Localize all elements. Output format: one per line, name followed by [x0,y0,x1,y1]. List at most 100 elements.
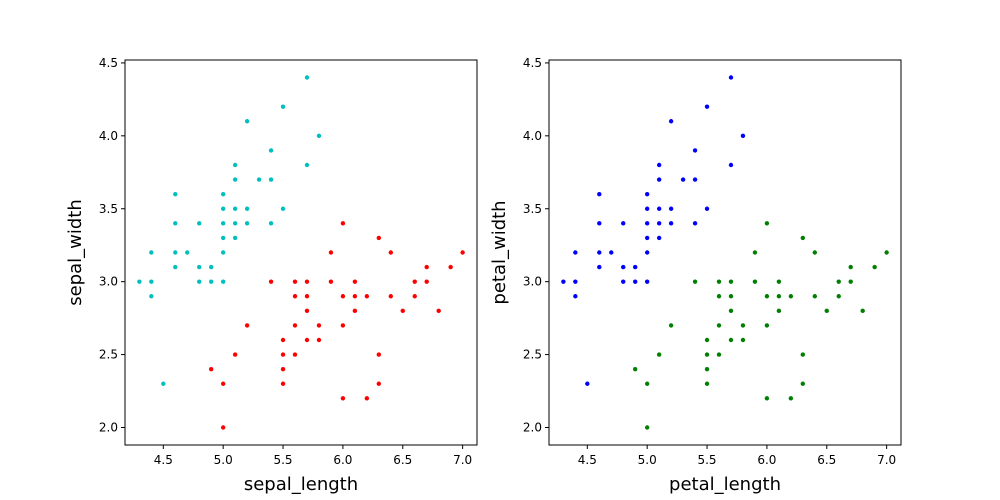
scatter-point [352,308,358,314]
scatter-point [740,133,746,139]
y-tick-label: 4.5 [99,56,118,70]
scatter-point [740,337,746,343]
scatter-point [149,250,154,255]
scatter-point [185,250,190,255]
scatter-point [704,104,710,109]
scatter-point [656,177,662,182]
scatter-point [656,206,662,211]
scatter-point [788,396,794,401]
x-tick-label: 6.5 [393,453,412,467]
scatter-point [400,308,405,314]
scatter-point [328,250,334,255]
scatter-point [232,206,238,211]
scatter-point [280,337,286,343]
scatter-point [860,308,865,314]
x-tick-label: 7.0 [877,453,896,467]
scatter-point [585,381,590,386]
scatter-point [197,279,202,284]
scatter-point [460,250,465,255]
scatter-point [728,294,734,299]
scatter-point [716,323,722,328]
x-tick-label: 5.5 [697,453,716,467]
scatter-point [328,279,334,284]
scatter-point [304,162,310,168]
scatter-point [704,206,710,211]
scatter-point [728,162,734,168]
x-axis-label: petal_length [669,474,781,495]
scatter-point [621,221,626,226]
scatter-point [692,221,698,226]
y-tick-label: 2.5 [523,348,542,362]
y-tick-label: 2.5 [99,348,118,362]
x-tick-label: 5.5 [273,453,292,467]
x-tick-label: 7.0 [453,453,472,467]
scatter-point [280,352,286,357]
scatter-point [656,162,662,168]
scatter-point [800,352,806,357]
scatter-point [609,250,614,255]
scatter-point [161,381,166,386]
scatter-point [292,323,298,328]
scatter-point [268,177,274,182]
scatter-point [376,352,382,357]
scatter-point [692,148,698,153]
scatter-point [597,191,602,197]
scatter-point [764,294,770,299]
scatter-point [597,264,602,270]
scatter-point [644,250,650,255]
x-tick-label: 6.0 [757,453,776,467]
scatter-point [412,279,417,284]
x-tick-label: 4.5 [154,453,173,467]
scatter-point [209,366,214,372]
scatter-point [304,294,310,299]
scatter-point [656,352,662,357]
y-tick-label: 3.5 [99,202,118,216]
scatter-point [340,294,346,299]
scatter-point [728,75,734,80]
scatter-point [644,425,650,430]
x-tick-label: 5.0 [214,453,233,467]
y-tick-label: 3.0 [523,275,542,289]
y-tick-label: 3.5 [523,202,542,216]
scatter-point [424,264,429,270]
scatter-point [304,308,310,314]
scatter-point [668,119,674,124]
scatter-point [292,352,298,357]
scatter-point [197,221,202,226]
scatter-point [304,75,310,80]
scatter-point [597,250,602,255]
scatter-point [220,279,226,284]
scatter-point [352,279,358,284]
x-axis-label: sepal_length [244,474,358,495]
scatter-point [704,352,710,357]
scatter-point [220,206,226,211]
scatter-point [256,177,262,182]
scatter-point [316,337,322,343]
scatter-point [740,323,746,328]
scatter-point [448,264,453,270]
scatter-point [149,279,154,284]
scatter-point [340,221,346,226]
scatter-point [209,279,214,284]
scatter-point [149,294,154,299]
scatter-point [836,279,841,284]
y-tick-label: 2.0 [99,421,118,435]
scatter-point [388,294,393,299]
scatter-point [364,396,370,401]
y-axis-label: sepal_width [65,199,86,306]
scatter-point [561,279,566,284]
scatter-point [776,308,782,314]
scatter-point [268,148,274,153]
scatter-point [424,279,429,284]
scatter-point [244,221,250,226]
scatter-point [364,294,370,299]
scatter-point [656,221,662,226]
y-tick-label: 4.5 [523,56,542,70]
scatter-point [716,279,722,284]
scatter-point [173,264,178,270]
scatter-point [388,250,393,255]
scatter-point [232,235,238,241]
scatter-point [764,323,770,328]
scatter-point [728,279,734,284]
